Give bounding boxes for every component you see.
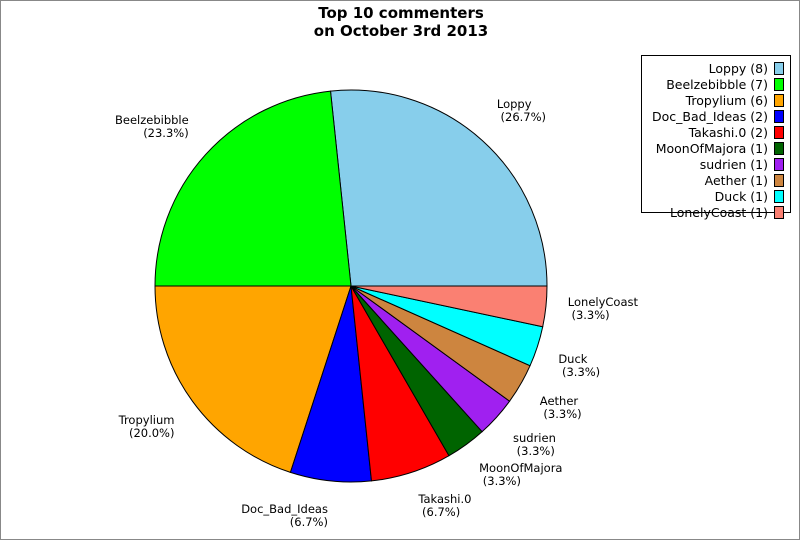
legend-item: Tropylium (6) <box>642 92 790 108</box>
legend-label: Beelzebibble (7) <box>666 76 768 92</box>
legend-label: Duck (1) <box>714 188 768 204</box>
slice-label-percent: (23.3%) <box>143 126 189 141</box>
legend-label: Loppy (8) <box>708 60 768 76</box>
pie-slice-lonelycoast <box>350 285 548 328</box>
legend-item: MoonOfMajora (1) <box>642 140 790 156</box>
legend-item: Beelzebibble (7) <box>642 76 790 92</box>
slice-label-percent: (3.3%) <box>567 307 610 322</box>
slice-label: LonelyCoast (3.3%) <box>567 294 639 322</box>
legend-label: Tropylium (6) <box>685 92 768 108</box>
legend-item: Takashi.0 (2) <box>642 124 790 140</box>
slice-label-name: LonelyCoast <box>567 294 639 309</box>
slice-label: Doc_Bad_Ideas (6.7%) <box>241 501 328 529</box>
slice-label-name: Tropylium <box>118 413 175 428</box>
legend-label: Doc_Bad_Ideas (2) <box>652 108 768 124</box>
pie-slice-tropylium <box>154 285 352 474</box>
slice-label-percent: (3.3%) <box>558 365 601 380</box>
slice-label-name: Loppy <box>496 96 532 111</box>
slice-label-percent: (3.3%) <box>539 407 582 421</box>
slice-label-name: Doc_Bad_Ideas <box>241 501 328 516</box>
slice-label: Duck (3.3%) <box>558 353 600 379</box>
slice-label-percent: (6.7%) <box>418 505 461 520</box>
slice-label-name: Aether <box>539 394 579 408</box>
legend-swatch <box>774 93 784 107</box>
legend-swatch <box>774 141 784 155</box>
legend-swatch <box>774 77 784 91</box>
slice-label: Loppy (26.7%) <box>496 96 547 124</box>
slice-label-name: Beelzebibble <box>114 113 189 128</box>
legend-label: Aether (1) <box>704 172 768 188</box>
legend-item: Doc_Bad_Ideas (2) <box>642 108 790 124</box>
legend-label: sudrien (1) <box>699 156 768 172</box>
legend-label: MoonOfMajora (1) <box>655 140 768 156</box>
slice-label-name: MoonOfMajora <box>479 461 563 476</box>
legend-item: Loppy (8) <box>642 60 790 76</box>
slice-label: sudrien (3.3%) <box>513 430 556 458</box>
legend-swatch <box>774 109 784 123</box>
slice-label: MoonOfMajora (3.3%) <box>479 462 562 488</box>
slice-label-name: sudrien <box>513 430 556 445</box>
pie-slice-loppy <box>329 89 548 287</box>
slice-label: Beelzebibble (23.3%) <box>115 114 189 140</box>
legend-swatch <box>774 125 784 139</box>
legend-item: LonelyCoast (1) <box>642 204 790 220</box>
slice-label-name: Duck <box>558 352 588 367</box>
slice-label: Takashi.0 (6.7%) <box>418 493 471 519</box>
chart-title-line-2: on October 3rd 2013 <box>313 22 489 40</box>
legend-item: Duck (1) <box>642 188 790 204</box>
legend-swatch <box>774 157 784 171</box>
slice-label-percent: (3.3%) <box>479 474 521 489</box>
pie-slice-beelzebibble <box>154 90 352 287</box>
chart-title: Top 10 commenters on October 3rd 2013 <box>1 4 799 40</box>
legend-swatch <box>774 205 784 219</box>
legend-swatch <box>774 61 784 75</box>
chart-title-line-1: Top 10 commenters <box>318 4 484 22</box>
legend: Loppy (8) Beelzebibble (7) Tropylium (6) Do… <box>641 55 791 220</box>
slice-label: Aether (3.3%) <box>540 395 582 421</box>
legend-swatch <box>774 189 784 203</box>
legend-label: LonelyCoast (1) <box>669 204 768 220</box>
slice-label-percent: (20.0%) <box>128 426 175 441</box>
slice-label-percent: (6.7%) <box>289 514 328 529</box>
slice-label-name: Takashi.0 <box>418 492 472 507</box>
slice-label-percent: (3.3%) <box>513 443 555 458</box>
slice-label: Tropylium (20.0%) <box>119 414 175 440</box>
legend-label: Takashi.0 (2) <box>688 124 768 140</box>
legend-swatch <box>774 173 784 187</box>
legend-item: Aether (1) <box>642 172 790 188</box>
legend-item: sudrien (1) <box>642 156 790 172</box>
slice-label-percent: (26.7%) <box>496 109 547 124</box>
